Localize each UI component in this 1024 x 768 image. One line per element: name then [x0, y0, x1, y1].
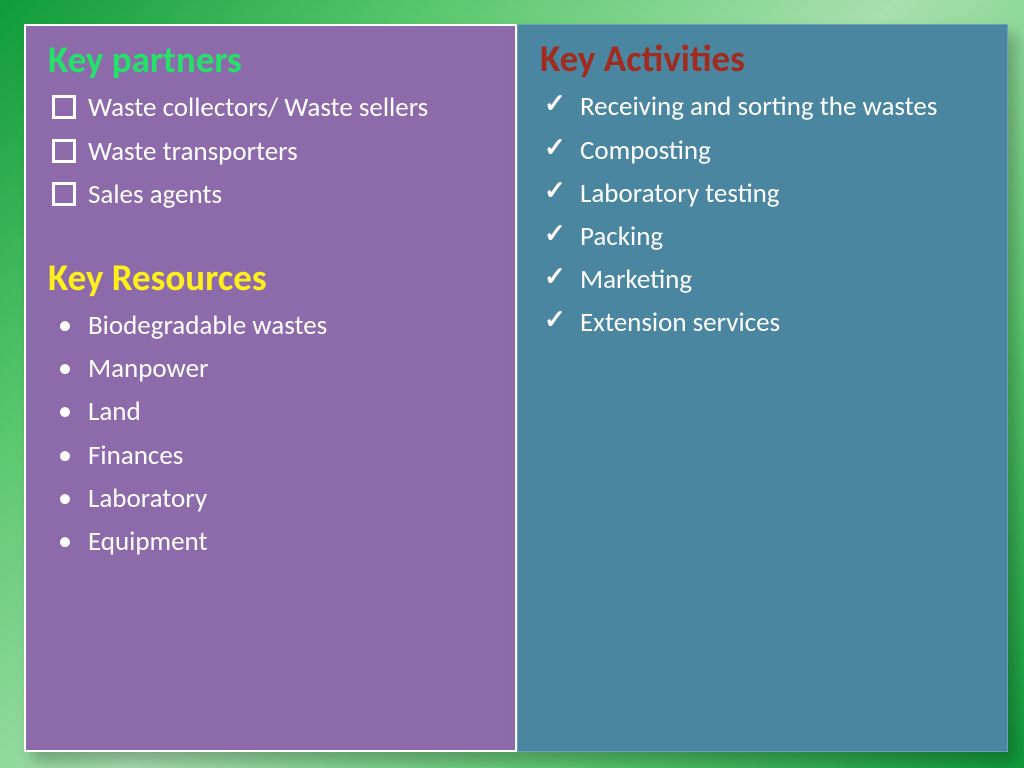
list-item: Waste transporters — [48, 132, 493, 171]
list-item: Manpower — [48, 349, 493, 388]
list-item: Land — [48, 392, 493, 431]
list-item: Composting — [540, 131, 985, 170]
spacer — [48, 242, 493, 256]
list-item: Waste collectors/ Waste sellers — [48, 88, 493, 127]
list-item: Laboratory testing — [540, 174, 985, 213]
list-item: Extension services — [540, 303, 985, 342]
list-item: Marketing — [540, 260, 985, 299]
list-item: Laboratory — [48, 479, 493, 518]
list-item: Biodegradable wastes — [48, 306, 493, 345]
list-key-partners: Waste collectors/ Waste sellers Waste tr… — [48, 88, 493, 213]
list-key-activities: Receiving and sorting the wastes Compost… — [540, 87, 985, 342]
slide-container: Key partners Waste collectors/ Waste sel… — [0, 0, 1024, 768]
right-panel: Key Activities Receiving and sorting the… — [517, 24, 1008, 752]
list-item: Sales agents — [48, 175, 493, 214]
heading-key-activities: Key Activities — [540, 37, 985, 81]
heading-key-resources: Key Resources — [48, 256, 493, 300]
left-panel: Key partners Waste collectors/ Waste sel… — [24, 24, 517, 752]
list-item: Packing — [540, 217, 985, 256]
list-key-resources: Biodegradable wastes Manpower Land Finan… — [48, 306, 493, 561]
heading-key-partners: Key partners — [48, 38, 493, 82]
list-item: Receiving and sorting the wastes — [540, 87, 985, 126]
list-item: Equipment — [48, 522, 493, 561]
list-item: Finances — [48, 436, 493, 475]
